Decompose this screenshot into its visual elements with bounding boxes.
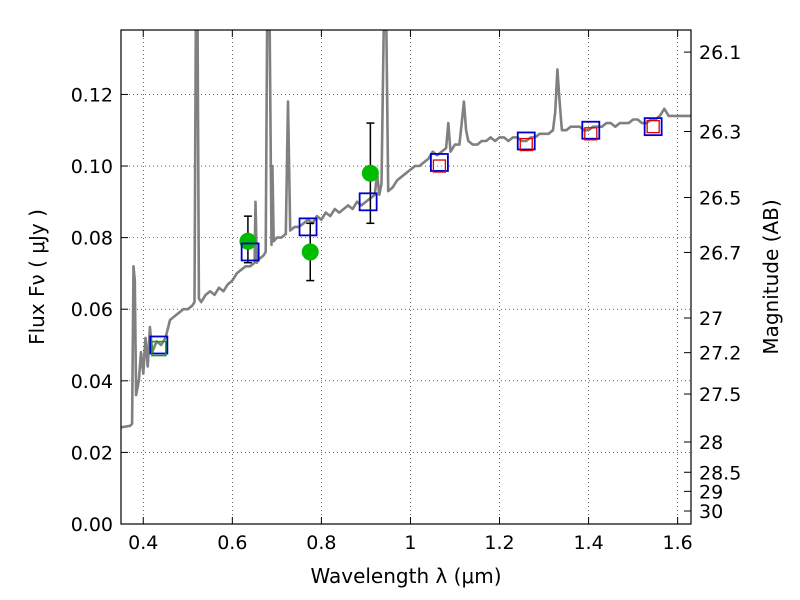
y-tick-label: 0.02 [71,442,113,464]
y2-tick-label: 26.5 [699,188,741,210]
x-tick-label: 0.6 [217,532,247,554]
data-layer [121,30,691,429]
x-tick-label: 1 [404,532,416,554]
y2-tick-label: 28.5 [699,462,741,484]
y2-tick-label: 27 [699,308,723,330]
photometry-square-blue [358,192,378,212]
y-axis-label: Flux Fν ( μJy ) [25,209,49,345]
y2-tick-label: 26.1 [699,42,741,64]
y-tick-label: 0.00 [71,514,113,536]
photometry-square-red [519,137,533,152]
y-tick-label: 0.08 [71,228,113,250]
photometry-square-green [151,340,167,357]
x-tick-label: 0.4 [128,532,158,554]
y-tick-label: 0.10 [71,156,113,178]
x-tick-label: 0.8 [306,532,336,554]
grid [121,30,691,524]
y-tick-label: 0.06 [71,299,113,321]
photometry-square-blue [149,335,169,355]
photometry-square-red [584,127,598,141]
x-tick-label: 1.2 [484,532,514,554]
y2-tick-label: 26.3 [699,121,741,143]
x-axis-label: Wavelength λ (μm) [310,564,501,588]
photometry-square-red [432,159,447,173]
y-tick-label: 0.12 [71,84,113,106]
y2-tick-label: 30 [699,501,723,523]
plot-background [121,30,691,524]
photometry-square-red [646,120,660,134]
ticks: 0.4 0.6 0.8 1 1.2 1.4 1.6 0.00 0.02 0.04 0.06 0.08 0… [71,30,741,554]
y2-tick-label: 27.2 [699,343,741,365]
observed-flux-point [301,243,319,261]
photometry-square-blue [581,120,601,140]
photometry-square-blue [429,153,449,172]
y2-tick-label: 26.7 [699,242,741,264]
observed-flux-point [361,164,379,182]
plot-frame [120,29,692,525]
y2-tick-label: 29 [699,481,723,503]
y2-tick-label: 28 [699,432,723,454]
observed-flux-point [239,232,257,250]
x-tick-label: 1.4 [573,532,603,554]
y-tick-label: 0.04 [71,371,113,393]
photometry-square-blue [516,131,536,151]
y2-axis-label: Magnitude (AB) [759,199,783,354]
photometry-square-blue [240,242,260,262]
y2-tick-label: 27.5 [699,384,741,406]
photometry-square-blue [298,217,318,237]
model-spectrum-line [121,30,691,429]
photometry-square-blue [643,117,663,137]
x-tick-label: 1.6 [663,532,693,554]
